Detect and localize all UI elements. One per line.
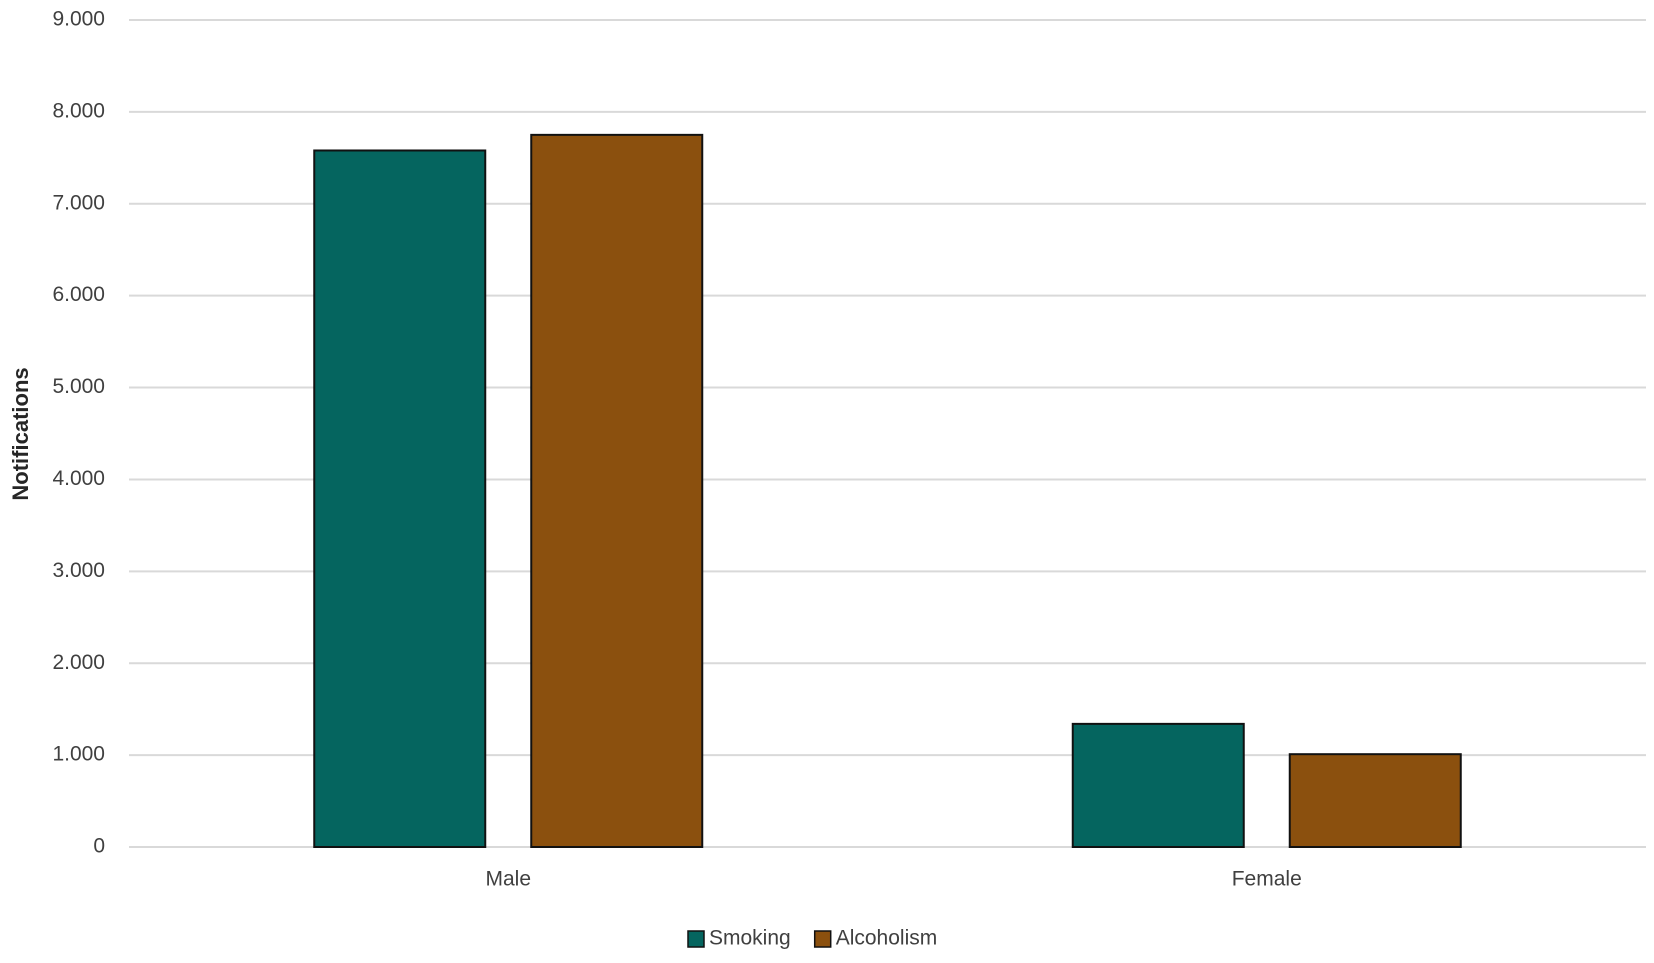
y-tick-label: 6.000 [52, 283, 105, 306]
y-tick-label: 0 [93, 835, 105, 858]
legend-label: Smoking [709, 927, 791, 950]
y-tick-label: 5.000 [52, 375, 105, 398]
legend-swatch [687, 930, 705, 948]
bar [530, 133, 704, 849]
y-axis-label: Notifications [8, 367, 33, 500]
y-tick-label: 3.000 [52, 559, 105, 582]
bar [1288, 753, 1462, 848]
legend-swatch [813, 930, 832, 948]
x-tick-label: Male [485, 868, 531, 891]
bar [313, 149, 487, 848]
y-tick-label: 2.000 [52, 651, 105, 674]
y-tick-label: 1.000 [52, 743, 105, 766]
x-tick-label: Female [1232, 868, 1302, 891]
y-tick-label: 8.000 [52, 99, 105, 122]
y-tick-label: 7.000 [52, 191, 105, 214]
y-tick-label: 9.000 [52, 8, 105, 31]
y-tick-label: 4.000 [52, 467, 105, 490]
bar [1071, 722, 1245, 849]
legend-label: Alcoholism [836, 927, 938, 950]
